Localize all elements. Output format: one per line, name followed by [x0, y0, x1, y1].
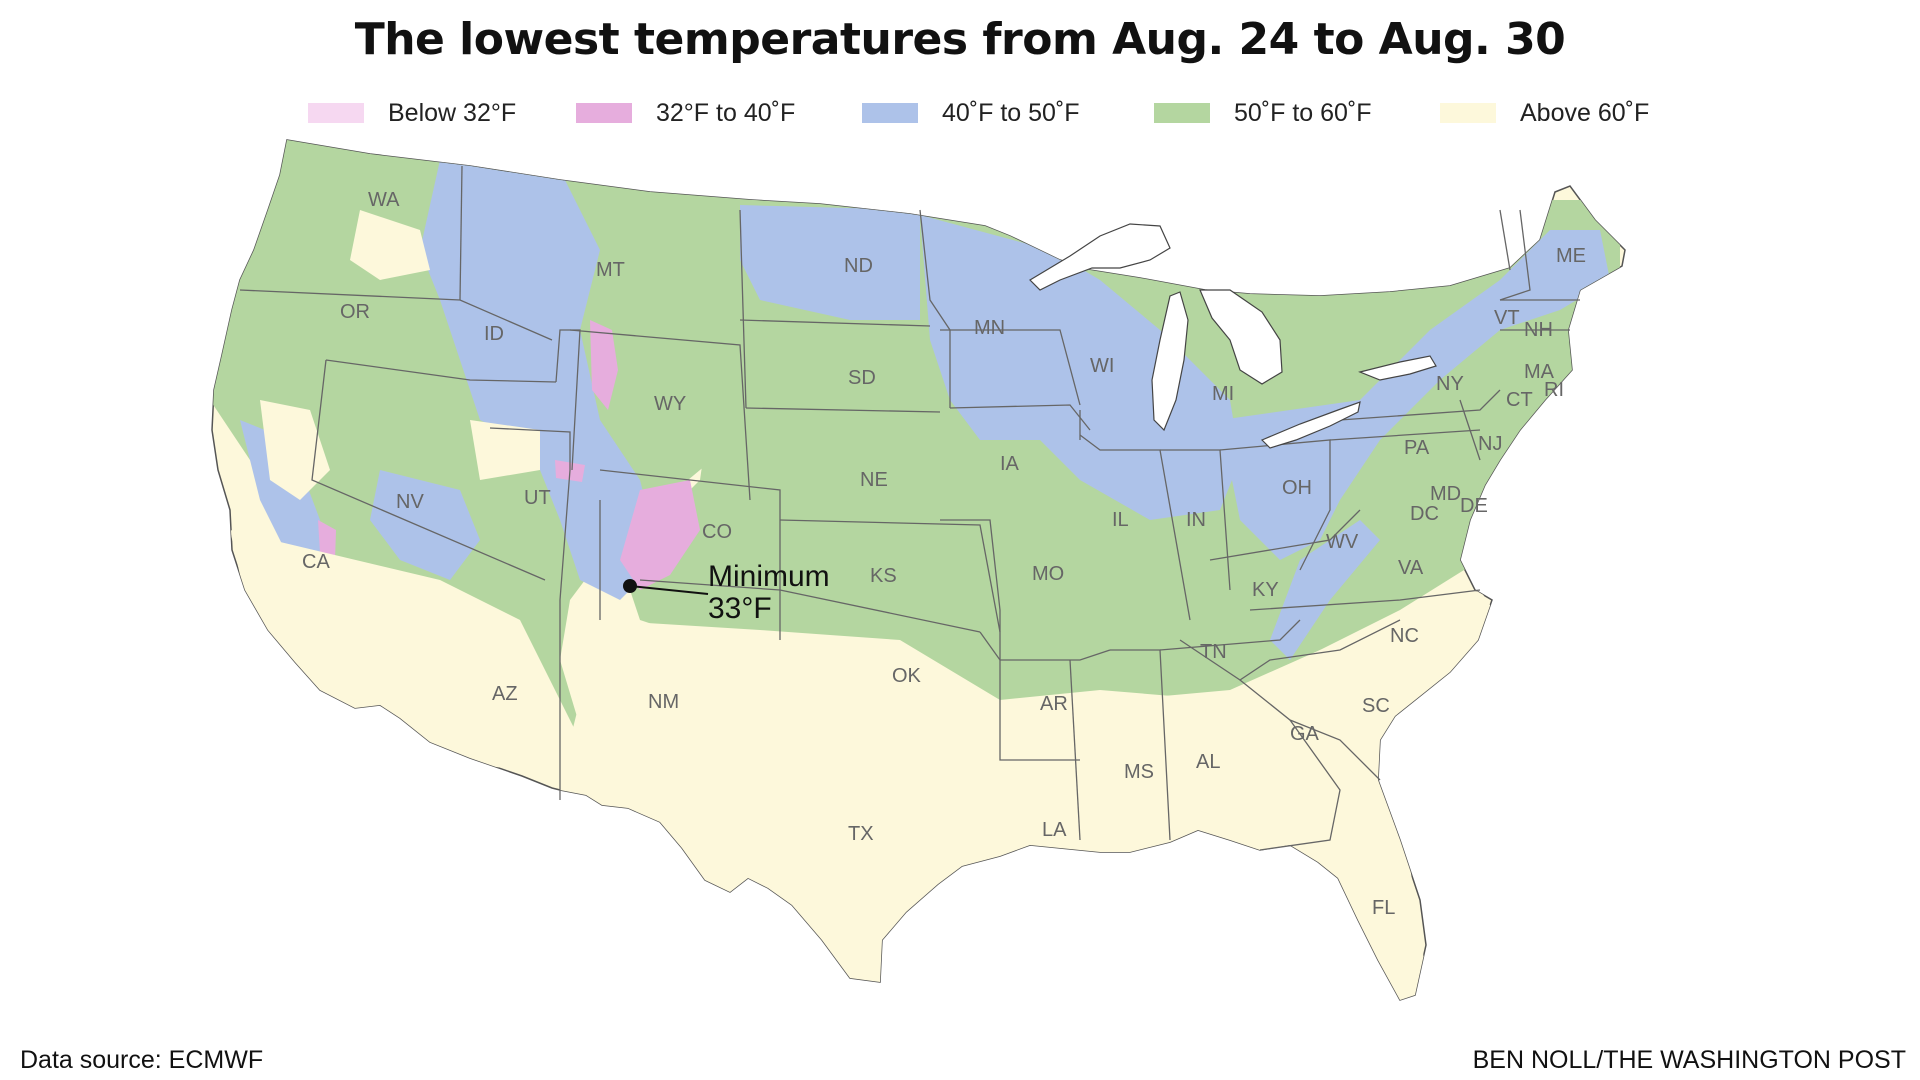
state-label-mt: MT	[596, 259, 625, 281]
legend-label: Above 60˚F	[1520, 98, 1650, 127]
state-label-oh: OH	[1282, 477, 1312, 499]
state-label-wy: WY	[654, 393, 686, 415]
zone-40-50-upper-midwest	[920, 215, 1240, 520]
state-label-ca: CA	[302, 551, 330, 573]
state-label-ok: OK	[892, 665, 922, 687]
great-lakes	[1029, 223, 1437, 449]
state-label-az: AZ	[492, 683, 518, 705]
lake-erie	[1260, 401, 1361, 449]
zone-40-50-northern-plains	[740, 205, 920, 320]
state-label-ct: CT	[1506, 389, 1533, 411]
zone-40-50-nevada	[370, 470, 480, 580]
state-label-wa: WA	[368, 189, 400, 211]
legend-swatch	[862, 103, 918, 123]
legend-label: 32°F to 40˚F	[656, 98, 796, 127]
state-label-md: MD	[1430, 483, 1461, 505]
credit-line: BEN NOLL/THE WASHINGTON POST	[1472, 1046, 1906, 1074]
state-label-in: IN	[1186, 509, 1206, 531]
lake-huron	[1199, 289, 1283, 385]
legend-swatch	[308, 103, 364, 123]
state-label-wv: WV	[1326, 531, 1359, 553]
state-label-tx: TX	[848, 823, 874, 845]
legend-item-below-32: Below 32°F	[308, 98, 516, 128]
callout-value: 33°F	[708, 592, 772, 625]
state-label-ut: UT	[524, 487, 551, 509]
zone-32-40-wyoming	[590, 320, 618, 410]
zone-40-50-appalachia	[1270, 520, 1380, 660]
state-label-or: OR	[340, 301, 370, 323]
state-label-id: ID	[484, 323, 504, 345]
legend-label: 40˚F to 50˚F	[942, 98, 1080, 127]
data-source: Data source: ECMWF	[20, 1046, 264, 1074]
state-label-nm: NM	[648, 691, 679, 713]
state-label-pa: PA	[1404, 437, 1430, 459]
temperature-zones	[212, 140, 1620, 1000]
zone-40-50-sierra	[240, 420, 320, 580]
legend-item-50-to-60: 50˚F to 60˚F	[1154, 98, 1372, 128]
legend-item-above-60: Above 60˚F	[1440, 98, 1649, 128]
state-labels: WA OR CA ID NV MT WY UT AZ CO NM ND SD N…	[302, 189, 1586, 919]
legend: Below 32°F 32°F to 40˚F 40˚F to 50˚F 50˚…	[0, 98, 1920, 128]
state-label-al: AL	[1196, 751, 1220, 773]
state-label-mn: MN	[974, 317, 1005, 339]
callout-leader-line	[629, 585, 709, 595]
legend-label: Below 32°F	[388, 98, 517, 127]
state-label-mi: MI	[1212, 383, 1234, 405]
zone-above-60-utah	[470, 420, 540, 480]
state-label-de: DE	[1460, 495, 1488, 517]
lake-michigan	[1151, 291, 1189, 432]
zone-above-60-washington	[350, 210, 430, 280]
state-borders	[239, 165, 1580, 851]
state-label-nh: NH	[1524, 319, 1553, 341]
zone-40-50-great-lakes-east	[1220, 230, 1610, 560]
state-label-nd: ND	[844, 255, 873, 277]
state-label-vt: VT	[1494, 307, 1520, 329]
legend-item-40-to-50: 40˚F to 50˚F	[862, 98, 1080, 128]
state-label-me: ME	[1556, 245, 1586, 267]
state-label-dc: DC	[1410, 503, 1439, 525]
state-label-sd: SD	[848, 367, 876, 389]
legend-swatch	[1440, 103, 1496, 123]
legend-label: 50˚F to 60˚F	[1234, 98, 1372, 127]
minimum-marker	[623, 579, 637, 593]
lake-ontario	[1358, 355, 1437, 381]
zone-40-50-northwest	[420, 160, 660, 600]
legend-swatch	[576, 103, 632, 123]
state-label-ar: AR	[1040, 693, 1068, 715]
state-label-la: LA	[1042, 819, 1067, 841]
zone-above-60-southwest	[230, 530, 600, 780]
legend-item-32-to-40: 32°F to 40˚F	[576, 98, 795, 128]
state-label-ne: NE	[860, 469, 888, 491]
state-label-nj: NJ	[1478, 433, 1502, 455]
state-label-il: IL	[1112, 509, 1129, 531]
state-label-nc: NC	[1390, 625, 1419, 647]
state-label-ks: KS	[870, 565, 897, 587]
state-label-ms: MS	[1124, 761, 1154, 783]
state-label-tn: TN	[1200, 641, 1227, 663]
state-label-mo: MO	[1032, 563, 1064, 585]
lake-superior	[1029, 223, 1171, 291]
map-title: The lowest temperatures from Aug. 24 to …	[354, 14, 1566, 65]
state-label-sc: SC	[1362, 695, 1390, 717]
state-label-wi: WI	[1090, 355, 1114, 377]
legend-swatch	[1154, 103, 1210, 123]
minimum-callout: Minimum 33°F	[623, 560, 830, 625]
state-label-va: VA	[1398, 557, 1424, 579]
state-label-ny: NY	[1436, 373, 1464, 395]
callout-label: Minimum	[708, 560, 830, 593]
state-label-ia: IA	[1000, 453, 1020, 475]
state-label-ky: KY	[1252, 579, 1279, 601]
state-label-ri: RI	[1544, 379, 1564, 401]
state-label-ga: GA	[1290, 723, 1320, 745]
state-label-ma: MA	[1524, 361, 1555, 383]
zone-32-40-colorado	[620, 480, 700, 590]
state-label-nv: NV	[396, 491, 424, 513]
state-label-fl: FL	[1372, 897, 1395, 919]
state-label-co: CO	[702, 521, 732, 543]
